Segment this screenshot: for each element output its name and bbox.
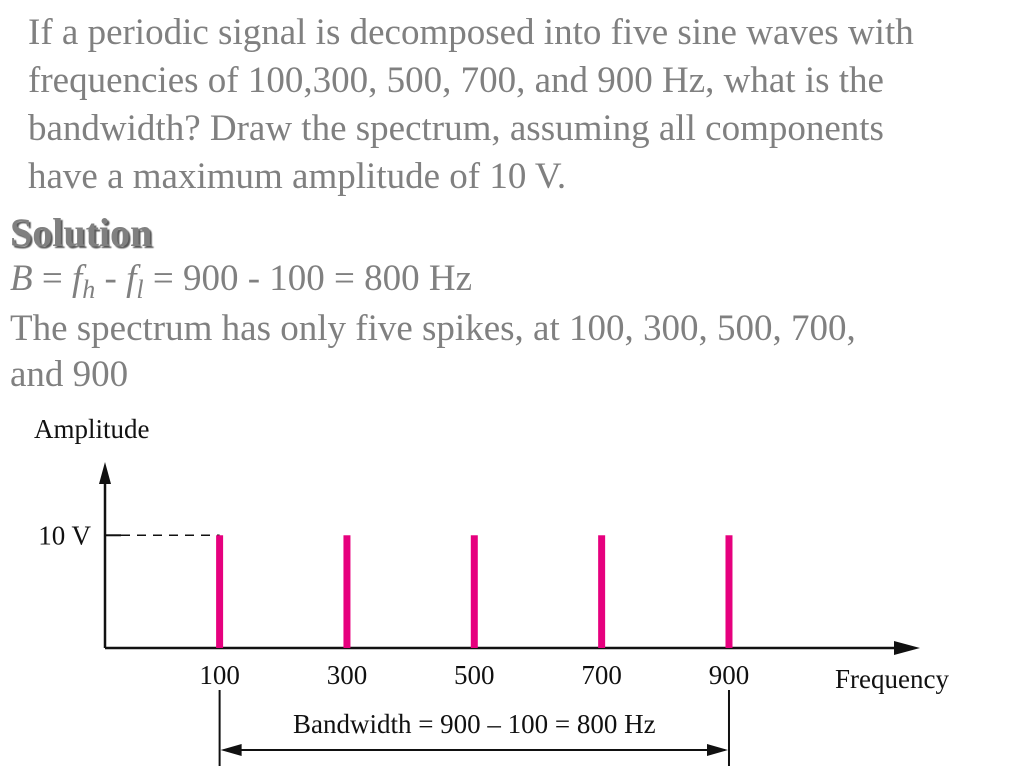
answer-line: The spectrum has only five spikes, at 10… — [10, 308, 856, 349]
question-line: If a periodic signal is decomposed into … — [28, 12, 914, 53]
spike — [598, 535, 606, 648]
x-tick-label: 500 — [454, 660, 495, 690]
x-tick-label: 300 — [327, 660, 368, 690]
formula-part: B — [10, 258, 33, 299]
arrowhead-left — [220, 744, 242, 756]
x-tick-label: 700 — [581, 660, 622, 690]
formula-part: = 900 - 100 = 800 Hz — [144, 258, 472, 299]
question-line: bandwidth? Draw the spectrum, assuming a… — [28, 108, 884, 149]
spike — [470, 535, 478, 648]
y-arrow — [99, 462, 111, 484]
x-tick-label: 100 — [199, 660, 240, 690]
x-axis-label: Frequency — [835, 664, 949, 694]
answer-line: and 900 — [10, 354, 128, 395]
formula-part: = — [33, 258, 72, 299]
y-axis-label: Amplitude — [34, 414, 150, 444]
spike — [725, 535, 733, 648]
x-tick-label: 900 — [709, 660, 750, 690]
x-arrow — [894, 641, 920, 655]
bandwidth-label: Bandwidth = 900 – 100 = 800 Hz — [293, 709, 656, 739]
answer: The spectrum has only five spikes, at 10… — [10, 308, 856, 395]
formula: B = fh - fl = 900 - 100 = 800 Hz — [10, 258, 472, 304]
y-tick-label: 10 V — [38, 520, 91, 550]
spike — [216, 535, 224, 648]
arrowhead-right — [706, 744, 728, 756]
question: If a periodic signal is decomposed into … — [28, 12, 914, 197]
question-line: have a maximum amplitude of 10 V. — [28, 156, 566, 197]
formula-part: l — [136, 275, 143, 304]
question-line: frequencies of 100,300, 500, 700, and 90… — [28, 60, 884, 101]
chart: Amplitude Frequency 10 V 100 300 500 700 900 Ban… — [34, 414, 949, 766]
formula-part: h — [82, 275, 95, 304]
formula-part: - — [95, 258, 126, 299]
spike — [343, 535, 351, 648]
heading: Solution — [10, 210, 152, 255]
